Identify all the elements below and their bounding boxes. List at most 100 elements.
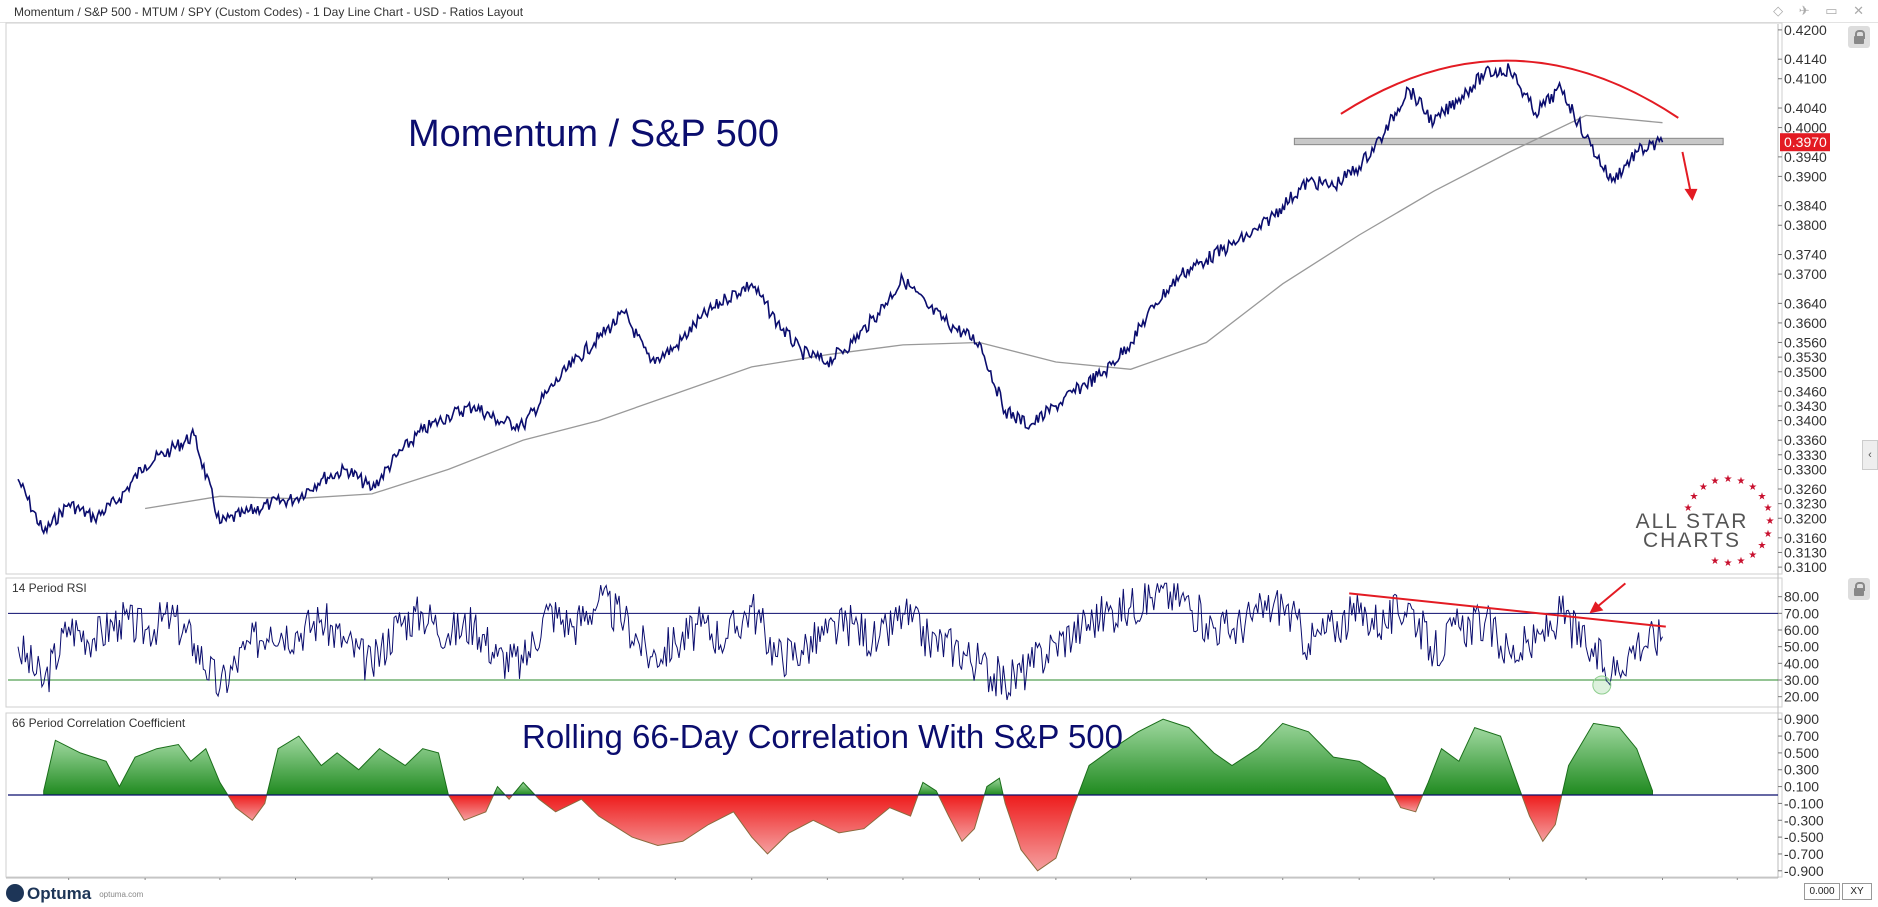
correlation-panel: 66 Period Correlation Coefficient 0.9000.… bbox=[8, 711, 1824, 879]
star-icon: ★ bbox=[1724, 474, 1733, 485]
main-title: Momentum / S&P 500 bbox=[408, 113, 779, 155]
price-axis-tick-label: 0.3530 bbox=[1784, 349, 1827, 365]
star-icon: ★ bbox=[1684, 503, 1693, 514]
price-axis-tick-label: 0.3330 bbox=[1784, 447, 1827, 463]
price-axis-tick-label: 0.3300 bbox=[1784, 461, 1827, 477]
positive-correlation-area bbox=[266, 735, 450, 796]
negative-correlation-area bbox=[226, 794, 268, 822]
zoom-input[interactable]: 0.000 bbox=[1804, 883, 1840, 900]
negative-correlation-area bbox=[1520, 794, 1563, 843]
positive-correlation-area bbox=[492, 785, 507, 796]
rsi-axis-tick-label: 50.00 bbox=[1784, 639, 1819, 655]
xy-toggle-button[interactable]: XY bbox=[1842, 883, 1872, 900]
down-arrow-icon bbox=[1684, 188, 1698, 201]
star-icon: ★ bbox=[1690, 491, 1699, 502]
price-axis-tick-label: 0.3460 bbox=[1784, 383, 1827, 399]
correlation-title: Rolling 66-Day Correlation With S&P 500 bbox=[522, 718, 1123, 755]
rsi-panel: 14 Period RSI 80.0070.0060.0050.0040.0030… bbox=[8, 581, 1819, 705]
star-icon: ★ bbox=[1736, 476, 1745, 487]
moving-average-line bbox=[144, 114, 1663, 510]
price-axis-tick-label: 0.3640 bbox=[1784, 295, 1827, 311]
rsi-axis-tick-label: 30.00 bbox=[1784, 672, 1819, 688]
correlation-panel-title: 66 Period Correlation Coefficient bbox=[12, 716, 186, 730]
star-icon: ★ bbox=[1711, 476, 1720, 487]
price-series-line bbox=[17, 63, 1664, 536]
price-axis-tick-label: 0.3740 bbox=[1784, 247, 1827, 263]
star-icon: ★ bbox=[1699, 482, 1708, 493]
rsi-axis-tick-label: 70.00 bbox=[1784, 605, 1819, 621]
corr-axis-tick-label: 0.900 bbox=[1784, 711, 1819, 727]
price-axis-tick-label: 0.4040 bbox=[1784, 100, 1827, 116]
down-arrow-shaft bbox=[1681, 151, 1692, 192]
corr-axis-tick-label: -0.100 bbox=[1784, 795, 1824, 811]
negative-correlation-area bbox=[1393, 794, 1424, 813]
price-axis-tick-label: 0.4200 bbox=[1784, 22, 1827, 38]
corr-axis-tick-label: -0.700 bbox=[1784, 846, 1824, 862]
last-price-badge bbox=[1780, 133, 1830, 152]
price-axis-tick-label: 0.4100 bbox=[1784, 71, 1827, 87]
rsi-axis-tick-label: 40.00 bbox=[1784, 655, 1819, 671]
logo-text: Optuma bbox=[27, 884, 92, 903]
corr-axis-tick-label: 0.500 bbox=[1784, 745, 1819, 761]
price-axis-tick-label: 0.3430 bbox=[1784, 398, 1827, 414]
negative-correlation-area bbox=[937, 794, 986, 843]
window-title: Momentum / S&P 500 - MTUM / SPY (Custom … bbox=[14, 5, 524, 19]
brand-line-2: CHARTS bbox=[1643, 529, 1741, 552]
logo-url: optuma.com bbox=[99, 890, 144, 899]
price-axis-tick-label: 0.3100 bbox=[1784, 559, 1827, 575]
positive-correlation-area bbox=[1422, 726, 1523, 796]
star-icon: ★ bbox=[1724, 558, 1733, 569]
positive-correlation-area bbox=[1561, 722, 1653, 796]
price-axis-tick-label: 0.3360 bbox=[1784, 432, 1827, 448]
annotations-layer: Momentum / S&P 500 Rolling 66-Day Correl… bbox=[408, 113, 1749, 755]
price-axis-tick-label: 0.3160 bbox=[1784, 530, 1827, 546]
window-control-icons[interactable]: ◇ ✈ ▭ ✕ bbox=[1773, 3, 1870, 18]
optuma-logo: Optuma optuma.com bbox=[6, 884, 143, 904]
rsi-arrow-shaft bbox=[1594, 582, 1627, 610]
positive-correlation-area bbox=[917, 781, 940, 796]
collapse-arrow-icon[interactable]: ‹ bbox=[1862, 440, 1878, 470]
panel-frame bbox=[5, 712, 1783, 878]
star-icon: ★ bbox=[1766, 516, 1775, 527]
price-axis-tick-label: 0.3400 bbox=[1784, 413, 1827, 429]
price-axis-tick-label: 0.3230 bbox=[1784, 496, 1827, 512]
panel-frame bbox=[5, 22, 1783, 575]
panel-frame bbox=[5, 577, 1783, 708]
corr-axis-tick-label: -0.500 bbox=[1784, 829, 1824, 845]
star-icon: ★ bbox=[1763, 503, 1772, 514]
positive-correlation-area bbox=[511, 781, 537, 796]
rsi-axis-tick-label: 60.00 bbox=[1784, 622, 1819, 638]
price-axis-tick-label: 0.3940 bbox=[1784, 149, 1827, 165]
rsi-trendline bbox=[1349, 592, 1666, 628]
price-axis-tick-label: 0.3130 bbox=[1784, 544, 1827, 560]
price-axis-tick-label: 0.4140 bbox=[1784, 51, 1827, 67]
lock-icon[interactable] bbox=[1848, 26, 1870, 48]
brand-line-1: ALL STAR bbox=[1636, 510, 1749, 533]
negative-correlation-area bbox=[533, 794, 919, 855]
corr-axis-tick-label: 0.700 bbox=[1784, 728, 1819, 744]
negative-correlation-area bbox=[1002, 794, 1079, 872]
rsi-axis-tick-label: 20.00 bbox=[1784, 689, 1819, 705]
rsi-panel-title: 14 Period RSI bbox=[12, 581, 87, 595]
rsi-series-line bbox=[17, 582, 1663, 701]
last-price-label: 0.3970 bbox=[1784, 134, 1827, 150]
star-icon: ★ bbox=[1757, 491, 1766, 502]
corr-axis-tick-label: 0.300 bbox=[1784, 762, 1819, 778]
star-icon: ★ bbox=[1711, 556, 1720, 567]
price-axis-tick-label: 0.4000 bbox=[1784, 120, 1827, 136]
price-axis-tick-label: 0.3600 bbox=[1784, 315, 1827, 331]
price-axis-tick-label: 0.3900 bbox=[1784, 168, 1827, 184]
price-axis-tick-label: 0.3560 bbox=[1784, 334, 1827, 350]
price-axis-tick-label: 0.3200 bbox=[1784, 510, 1827, 526]
title-bar: Momentum / S&P 500 - MTUM / SPY (Custom … bbox=[0, 0, 1878, 23]
corr-axis-tick-label: -0.300 bbox=[1784, 812, 1824, 828]
star-icon: ★ bbox=[1757, 541, 1766, 552]
lock-icon[interactable] bbox=[1848, 578, 1870, 600]
price-axis-tick-label: 0.3800 bbox=[1784, 217, 1827, 233]
star-icon: ★ bbox=[1736, 556, 1745, 567]
corr-axis-tick-label: -0.900 bbox=[1784, 863, 1824, 879]
rsi-arrow-icon bbox=[1589, 601, 1604, 614]
corr-axis-tick-label: 0.100 bbox=[1784, 779, 1819, 795]
negative-correlation-area bbox=[447, 794, 495, 821]
